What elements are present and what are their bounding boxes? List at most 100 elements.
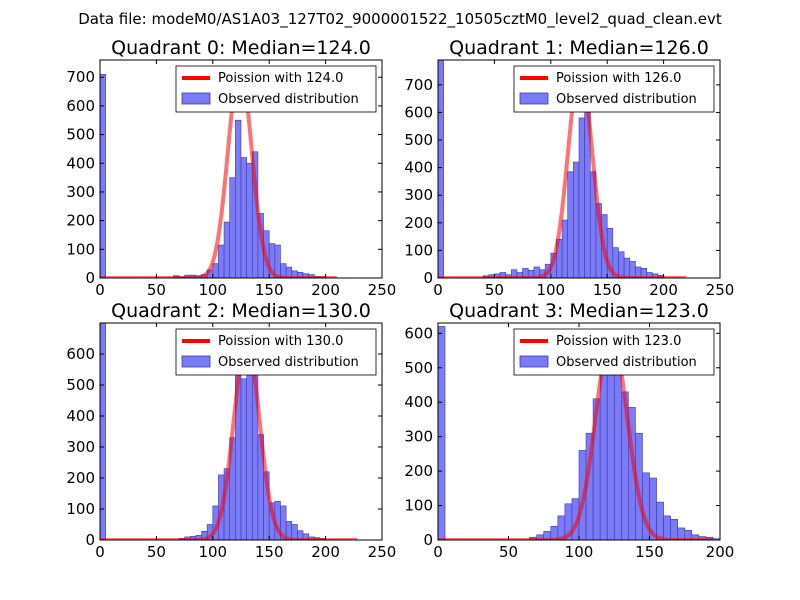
plot-area xyxy=(100,66,339,278)
histogram-bar xyxy=(240,378,247,540)
legend-poisson-label: Poission with 126.0 xyxy=(556,71,681,86)
y-tick-label: 300 xyxy=(66,438,95,456)
legend-observed-label: Observed distribution xyxy=(556,92,697,107)
quadrant-title: Quadrant 0: Median=124.0 xyxy=(111,37,371,59)
histogram-bar xyxy=(618,251,625,278)
y-tick-label: 400 xyxy=(404,159,433,177)
histogram-bar xyxy=(235,119,242,278)
x-tick-label: 50 xyxy=(147,543,166,561)
histogram-bar xyxy=(623,257,631,278)
poisson-curve xyxy=(100,66,339,278)
legend-poisson-label: Poission with 124.0 xyxy=(218,71,343,86)
y-tick-label: 400 xyxy=(66,154,95,172)
legend-observed-label: Observed distribution xyxy=(218,355,359,370)
x-tick-label: 0 xyxy=(95,281,105,299)
x-tick-label: 100 xyxy=(565,543,594,561)
y-tick-label: 500 xyxy=(66,126,95,144)
histogram-bar xyxy=(656,501,664,540)
histogram-bar xyxy=(438,326,446,540)
x-tick-label: 100 xyxy=(198,543,227,561)
y-tick-label: 100 xyxy=(404,497,433,515)
histogram-bar xyxy=(100,323,106,540)
y-tick-label: 200 xyxy=(404,462,433,480)
legend-poisson-label: Poission with 123.0 xyxy=(556,334,681,349)
x-tick-label: 200 xyxy=(706,543,735,561)
x-tick-label: 150 xyxy=(255,543,284,561)
histogram-bar xyxy=(229,177,236,278)
y-tick-label: 600 xyxy=(66,97,95,115)
histogram-bar xyxy=(578,117,585,278)
legend-poisson-label: Poission with 130.0 xyxy=(218,334,343,349)
y-tick-label: 300 xyxy=(404,186,433,204)
y-tick-label: 200 xyxy=(66,212,95,230)
y-tick-label: 600 xyxy=(404,103,433,121)
x-tick-label: 200 xyxy=(649,281,678,299)
legend-bar-swatch xyxy=(519,355,549,368)
x-tick-label: 100 xyxy=(198,281,227,299)
y-tick-label: 500 xyxy=(404,359,433,377)
y-tick-label: 0 xyxy=(85,531,95,549)
legend: Poission with 124.0 Observed distribution xyxy=(175,65,377,113)
y-tick-label: 600 xyxy=(404,324,433,342)
y-tick-label: 0 xyxy=(423,269,433,287)
y-tick-label: 0 xyxy=(85,269,95,287)
histogram-bar xyxy=(599,364,608,540)
histogram-bar xyxy=(246,162,253,278)
quadrant-2-plot: 0 50 100 150 200 250 0 100 200 300 400 500 600 Quadra… xyxy=(66,300,396,561)
x-tick-label: 100 xyxy=(536,281,565,299)
quadrant-title: Quadrant 1: Median=126.0 xyxy=(449,37,709,59)
y-tick-label: 600 xyxy=(66,345,95,363)
y-tick-label: 700 xyxy=(404,76,433,94)
legend: Poission with 130.0 Observed distribution xyxy=(175,328,377,376)
x-tick-label: 200 xyxy=(311,543,340,561)
histogram-bar xyxy=(573,161,580,278)
quadrant-title: Quadrant 2: Median=130.0 xyxy=(111,300,371,322)
histogram-bar xyxy=(246,359,253,540)
histogram-bar xyxy=(240,157,247,278)
poisson-curve xyxy=(438,67,688,278)
x-tick-label: 150 xyxy=(635,543,664,561)
axes-frame xyxy=(99,59,383,279)
x-tick-label: 0 xyxy=(433,281,443,299)
histogram-bar xyxy=(567,171,574,278)
y-tick-label: 200 xyxy=(66,469,95,487)
x-tick-label: 200 xyxy=(311,281,340,299)
y-tick-label: 100 xyxy=(66,500,95,518)
axes-frame xyxy=(99,322,383,541)
x-tick-label: 0 xyxy=(433,543,443,561)
histogram-bar xyxy=(663,515,671,540)
figure-title: Data file: modeM0/AS1A03_127T02_90000015… xyxy=(78,10,722,29)
legend: Poission with 126.0 Observed distribution xyxy=(513,65,715,113)
x-tick-label: 50 xyxy=(485,281,504,299)
y-tick-label: 200 xyxy=(404,214,433,232)
histogram-bar xyxy=(438,60,444,278)
x-tick-label: 0 xyxy=(95,543,105,561)
legend: Poission with 123.0 Observed distribution xyxy=(513,328,715,376)
histogram-bar xyxy=(223,221,231,278)
quadrant-0-plot: 0 50 100 150 200 250 0 100 200 300 400 500 600 700 Qua… xyxy=(66,37,396,299)
y-tick-label: 400 xyxy=(66,407,95,425)
x-tick-label: 50 xyxy=(499,543,518,561)
y-tick-label: 300 xyxy=(404,428,433,446)
y-tick-label: 500 xyxy=(404,131,433,149)
histogram-bar xyxy=(212,263,219,278)
plot-area xyxy=(438,60,688,278)
y-tick-label: 300 xyxy=(66,183,95,201)
axes-frame xyxy=(437,59,721,279)
histogram-bar xyxy=(218,244,225,278)
histogram-bar xyxy=(100,74,106,278)
legend-bar-swatch xyxy=(181,355,211,368)
x-tick-label: 50 xyxy=(147,281,166,299)
quadrant-1-plot: 0 50 100 150 200 250 0 100 200 300 400 500 600 700 Qua… xyxy=(404,37,734,299)
legend-observed-label: Observed distribution xyxy=(218,92,359,107)
x-tick-label: 150 xyxy=(593,281,622,299)
y-tick-label: 0 xyxy=(423,531,433,549)
histogram-bar xyxy=(670,519,679,540)
y-tick-label: 700 xyxy=(66,68,95,86)
histogram-bar xyxy=(606,360,615,540)
histogram-bar xyxy=(274,244,281,278)
x-tick-label: 150 xyxy=(255,281,284,299)
y-tick-label: 100 xyxy=(404,241,433,259)
legend-bar-swatch xyxy=(181,92,211,105)
